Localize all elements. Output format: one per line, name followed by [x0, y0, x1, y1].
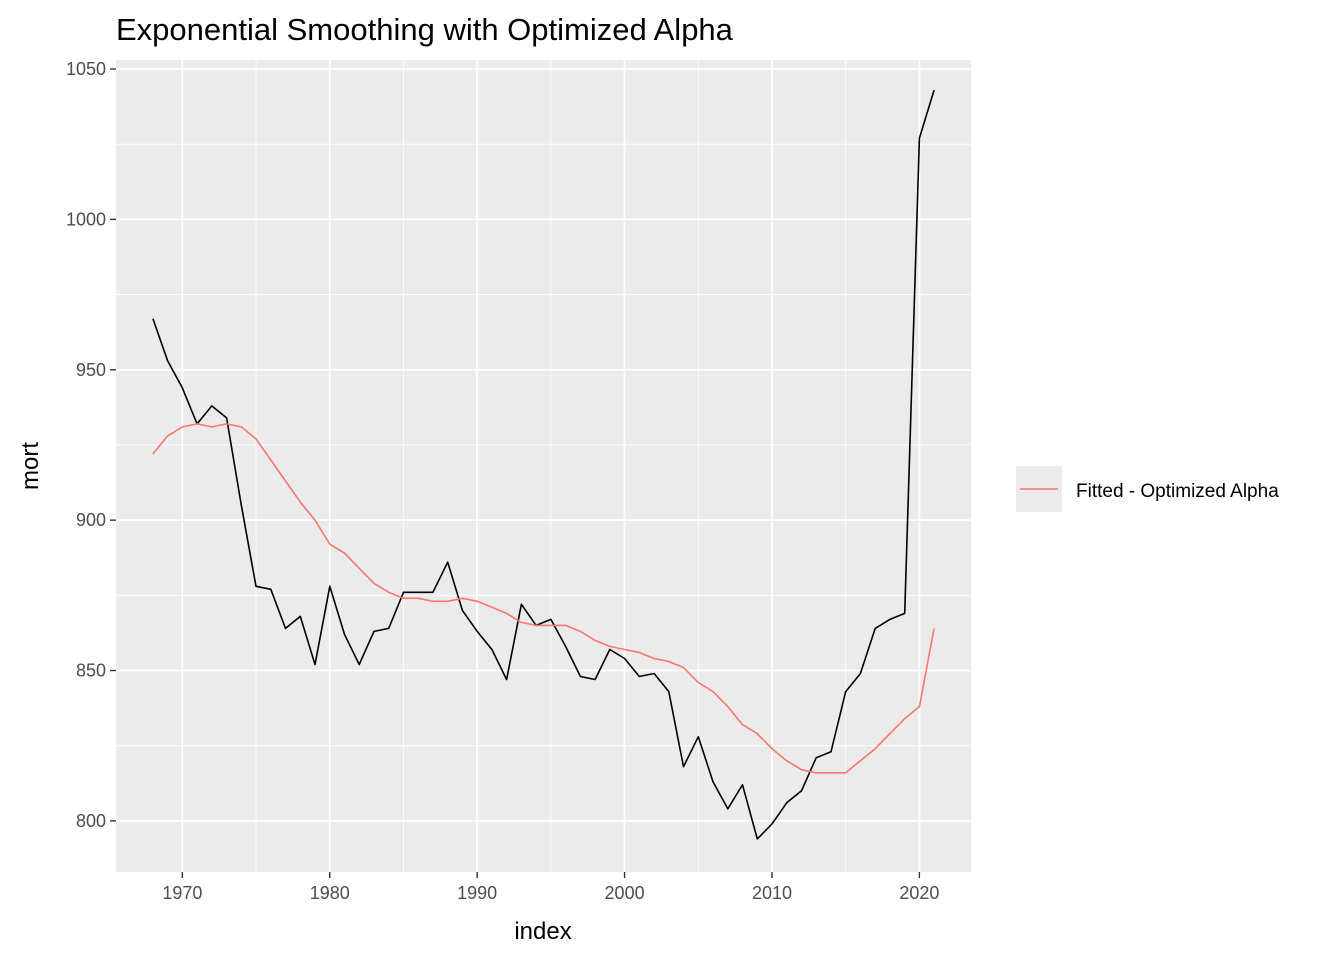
y-axis: 800 850 900 950 1000 1050: [66, 59, 116, 831]
y-tick-label: 800: [76, 811, 106, 831]
y-tick-label: 950: [76, 360, 106, 380]
series-line-fitted: [152, 423, 935, 774]
x-tick-label: 2000: [605, 883, 645, 903]
x-tick-label: 2010: [752, 883, 792, 903]
legend-label: Fitted - Optimized Alpha: [1076, 481, 1279, 502]
y-tick-label: 1000: [66, 209, 106, 229]
plot-panel: [116, 60, 971, 872]
x-tick-label: 2020: [899, 883, 939, 903]
y-axis-title: mort: [17, 442, 44, 490]
legend: Fitted - Optimized Alpha: [1016, 466, 1279, 512]
x-axis: 1970 1980 1990 2000 2010 2020: [162, 872, 939, 903]
grid-minor: [116, 60, 971, 872]
grid-major: [116, 60, 971, 872]
series-line-observed: [152, 89, 935, 840]
x-tick-label: 1970: [162, 883, 202, 903]
x-tick-label: 1990: [457, 883, 497, 903]
x-tick-label: 1980: [310, 883, 350, 903]
x-axis-title: index: [514, 918, 571, 945]
y-tick-label: 1050: [66, 59, 106, 79]
chart-title: Exponential Smoothing with Optimized Alp…: [116, 12, 734, 47]
series-layer: [152, 89, 935, 840]
y-tick-label: 900: [76, 510, 106, 530]
y-tick-label: 850: [76, 661, 106, 681]
